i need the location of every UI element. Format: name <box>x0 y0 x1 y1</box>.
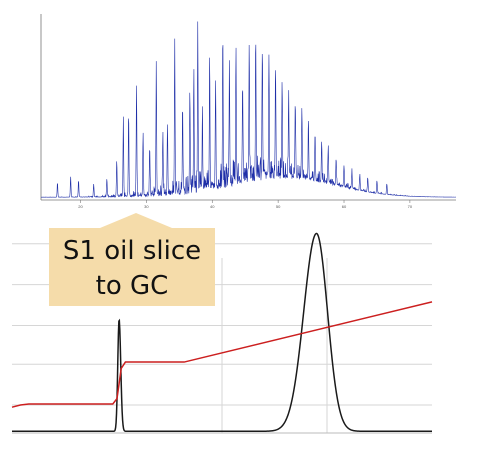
pyrolysis-trace-line <box>12 232 432 433</box>
gc-x-tick-label: 70 <box>408 204 413 209</box>
temperature-ramp-line <box>11 301 433 408</box>
callout-box <box>49 213 215 306</box>
gc-x-tick-label: 20 <box>78 204 83 209</box>
s1-callout: S1 oil slice to GC <box>49 213 215 306</box>
gc-chromatogram-chart: 20 30 40 50 60 70 <box>40 14 456 209</box>
callout-line-2: to GC <box>96 271 169 301</box>
gc-x-tick-label: 40 <box>210 204 215 209</box>
gc-x-tick-label: 50 <box>276 204 281 209</box>
gc-x-tick-label: 60 <box>342 204 347 209</box>
gc-trace-line <box>41 21 456 198</box>
gc-x-tick-label: 30 <box>144 204 149 209</box>
gc-x-ticks: 20 30 40 50 60 70 <box>78 200 413 209</box>
callout-line-1: S1 oil slice <box>63 236 201 266</box>
